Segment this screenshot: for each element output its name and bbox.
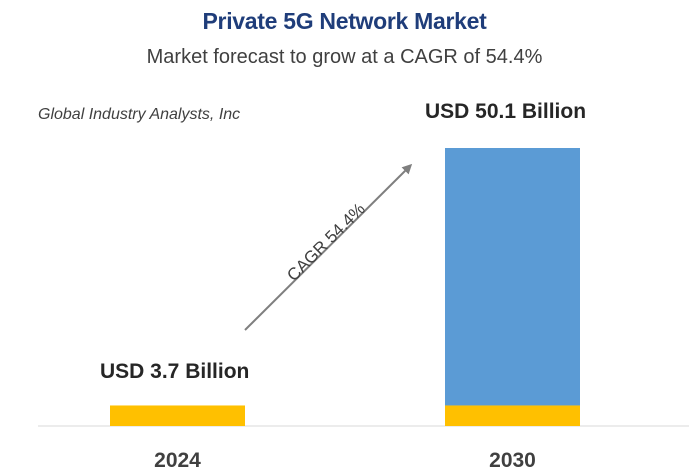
x-tick-label-2024: 2024: [154, 449, 201, 472]
bar-base-2030: [445, 405, 580, 426]
x-tick-label-2030: 2030: [489, 449, 536, 472]
bar-value-label-2024: USD 3.7 Billion: [100, 360, 250, 383]
bar-value-label-2030: USD 50.1 Billion: [425, 100, 587, 123]
bar-base-2024: [110, 405, 245, 426]
cagr-label: CAGR 54.4%: [283, 199, 369, 285]
chart-subtitle: Market forecast to grow at a CAGR of 54.…: [146, 46, 543, 68]
cagr-arrow: [244, 163, 413, 331]
bar-growth-2030: [445, 148, 580, 406]
chart-title: Private 5G Network Market: [202, 8, 487, 34]
source-note: Global Industry Analysts, Inc: [38, 106, 241, 123]
